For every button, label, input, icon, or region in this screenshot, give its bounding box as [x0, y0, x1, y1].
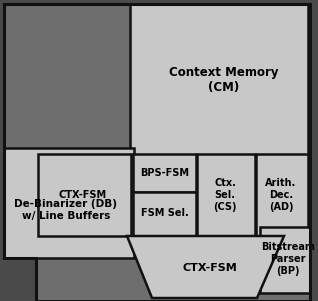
- Bar: [4, 4, 138, 258]
- Bar: [260, 227, 310, 293]
- Bar: [36, 152, 258, 238]
- Bar: [256, 154, 308, 236]
- Text: FSM Sel.: FSM Sel.: [141, 208, 189, 218]
- Bar: [133, 192, 196, 236]
- Text: Context Memory
(CM): Context Memory (CM): [169, 66, 279, 94]
- Text: CTX-FSM: CTX-FSM: [183, 263, 237, 273]
- Bar: [4, 148, 134, 258]
- Polygon shape: [4, 4, 310, 301]
- Bar: [130, 4, 308, 159]
- Bar: [38, 154, 131, 236]
- Bar: [130, 4, 310, 258]
- Text: BPS-FSM: BPS-FSM: [141, 168, 190, 178]
- Bar: [133, 154, 196, 192]
- Text: CTX-FSM: CTX-FSM: [59, 190, 107, 200]
- Bar: [197, 154, 255, 236]
- Bar: [130, 4, 310, 8]
- Text: Ctx.
Sel.
(CS): Ctx. Sel. (CS): [213, 178, 237, 212]
- Text: Bitstream
Parser
(BP): Bitstream Parser (BP): [261, 242, 315, 276]
- Polygon shape: [127, 236, 284, 298]
- Text: Arith.
Dec.
(AD): Arith. Dec. (AD): [266, 178, 297, 212]
- Text: De-Binarizer (DB)
w/ Line Buffers: De-Binarizer (DB) w/ Line Buffers: [15, 199, 117, 221]
